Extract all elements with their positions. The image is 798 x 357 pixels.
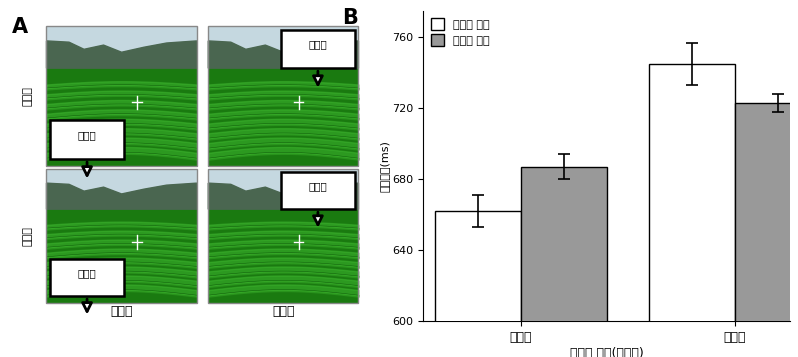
Polygon shape xyxy=(46,183,196,209)
FancyBboxPatch shape xyxy=(281,30,355,68)
Polygon shape xyxy=(208,183,358,209)
Text: A: A xyxy=(12,17,28,37)
FancyBboxPatch shape xyxy=(46,169,196,209)
Text: 저빈도: 저빈도 xyxy=(22,226,32,246)
Text: 다비큐: 다비큐 xyxy=(77,130,97,140)
FancyBboxPatch shape xyxy=(46,26,196,68)
Polygon shape xyxy=(208,41,358,68)
FancyBboxPatch shape xyxy=(208,209,358,303)
FancyBboxPatch shape xyxy=(49,120,124,159)
FancyBboxPatch shape xyxy=(49,259,124,296)
Y-axis label: 반응시간(ms): 반응시간(ms) xyxy=(380,140,389,192)
Polygon shape xyxy=(46,41,196,68)
Text: 다비큐: 다비큐 xyxy=(309,39,327,49)
FancyBboxPatch shape xyxy=(281,172,355,209)
FancyBboxPatch shape xyxy=(208,26,358,68)
Legend: 고빈도 어휘, 저빈도 어휘: 고빈도 어휘, 저빈도 어휘 xyxy=(429,16,492,48)
Text: 근거리: 근거리 xyxy=(110,305,132,318)
FancyBboxPatch shape xyxy=(208,68,358,166)
Bar xyxy=(650,64,735,357)
Text: 원거리: 원거리 xyxy=(272,305,294,318)
FancyBboxPatch shape xyxy=(46,209,196,303)
FancyBboxPatch shape xyxy=(46,68,196,166)
Text: 고빈도: 고빈도 xyxy=(22,86,32,106)
Bar xyxy=(436,211,521,357)
X-axis label: 지각된 거리(원근감): 지각된 거리(원근감) xyxy=(570,347,643,357)
Text: 파고투: 파고투 xyxy=(309,181,327,191)
Bar xyxy=(735,103,798,357)
Text: 파고투: 파고투 xyxy=(77,268,97,278)
FancyBboxPatch shape xyxy=(208,169,358,209)
Text: B: B xyxy=(342,7,358,27)
Bar xyxy=(521,167,606,357)
